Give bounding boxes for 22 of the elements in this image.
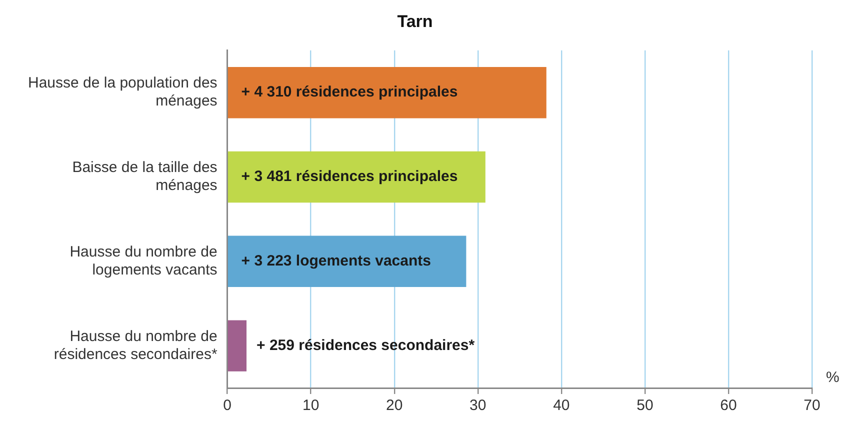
y-tick-label: Hausse de la population des ménages (28, 74, 218, 110)
x-tick-label: 60 (720, 397, 737, 414)
x-tick-label: 10 (302, 397, 320, 414)
bar (228, 151, 486, 203)
x-axis-title: % (826, 369, 840, 386)
x-tick-label: 30 (470, 397, 486, 414)
bar (228, 66, 546, 118)
annotation: + 4 310 résidences principales (241, 84, 458, 101)
bar (228, 320, 247, 372)
x-tick-label: 20 (386, 397, 403, 414)
y-tick-label: Hausse du nombre de logements vacants (70, 244, 218, 279)
annotation: + 3 223 logements vacants (241, 252, 431, 270)
annotation: + 259 résidences secondaires* (256, 336, 475, 354)
y-tick-label: Hausse du nombre de résidences secondaires* (54, 328, 218, 363)
chart-title: Tarn (397, 12, 433, 31)
bar (228, 236, 466, 288)
x-tick-label: 40 (553, 397, 570, 414)
x-tick-label: 50 (636, 397, 654, 414)
x-tick-label: 70 (804, 397, 820, 414)
y-tick-label: Baisse de la taille des ménages (72, 159, 218, 194)
annotation: + 3 481 résidences principales (241, 168, 458, 186)
x-tick-label: 0 (223, 397, 232, 414)
